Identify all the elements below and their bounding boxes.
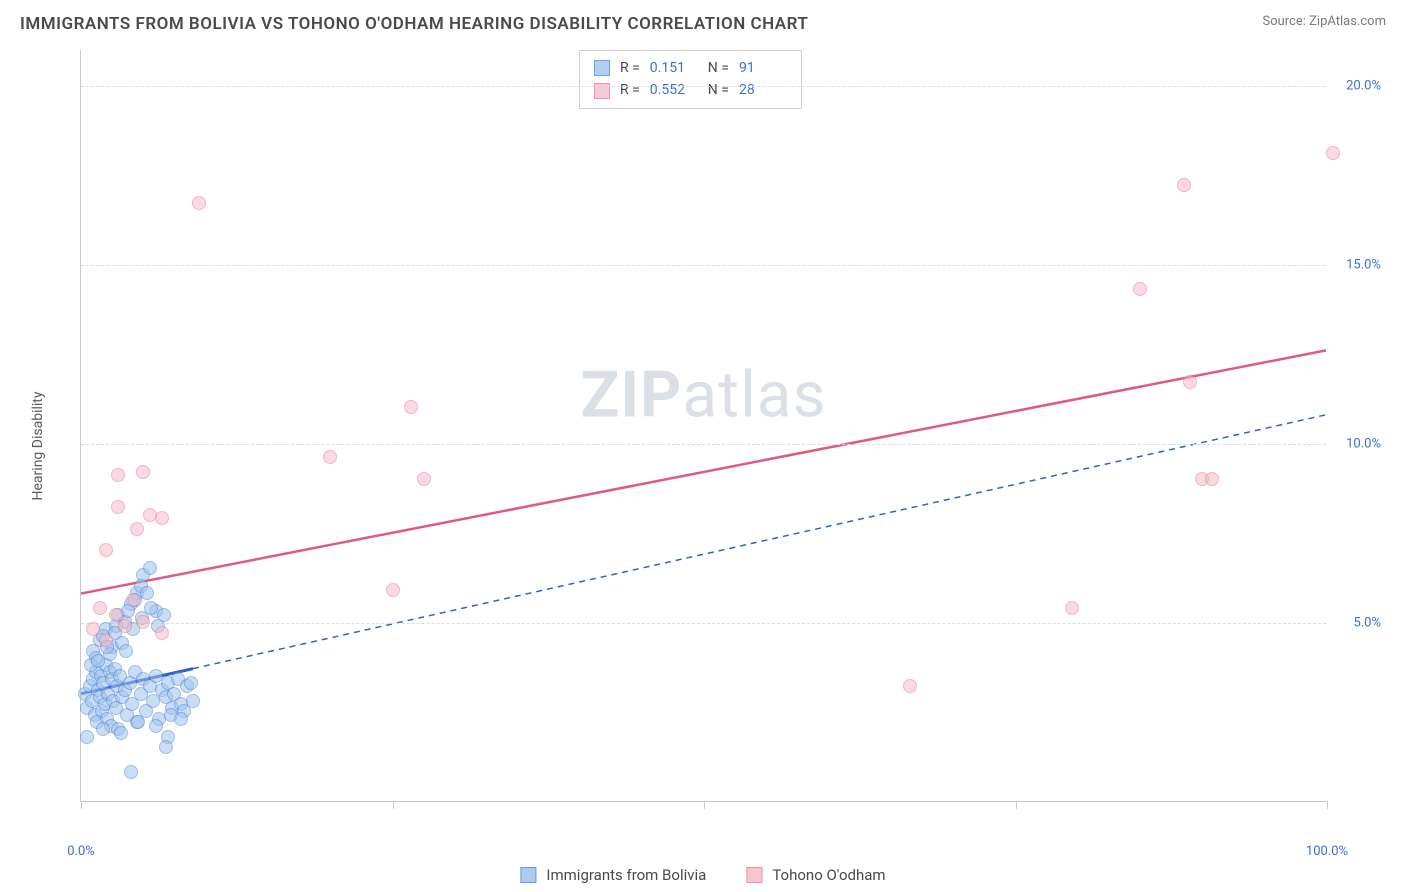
- r-value: 0.151: [650, 57, 698, 79]
- source-attribution: Source: ZipAtlas.com: [1262, 14, 1386, 29]
- data-point: [143, 561, 157, 575]
- source-prefix: Source:: [1262, 14, 1309, 29]
- x-tick-label-min: 0.0%: [67, 844, 95, 859]
- stats-legend-box: R = 0.151 N = 91 R = 0.552 N = 28: [579, 50, 802, 109]
- gridline-h: [81, 623, 1326, 624]
- data-point: [1065, 601, 1079, 615]
- bottom-legend: Immigrants from Bolivia Tohono O'odham: [520, 866, 885, 884]
- data-point: [91, 654, 105, 668]
- data-point: [155, 626, 169, 640]
- data-point: [186, 694, 200, 708]
- stats-row: R = 0.552 N = 28: [594, 79, 787, 101]
- data-point: [386, 583, 400, 597]
- legend-item: Immigrants from Bolivia: [520, 866, 706, 884]
- legend-swatch: [520, 867, 536, 883]
- source-name: ZipAtlas.com: [1309, 14, 1386, 29]
- data-point: [93, 601, 107, 615]
- data-point: [1177, 178, 1191, 192]
- r-value: 0.552: [650, 79, 698, 101]
- data-point: [903, 679, 917, 693]
- x-tick: [81, 801, 82, 809]
- data-point: [323, 450, 337, 464]
- gridline-h: [81, 265, 1326, 266]
- data-point: [96, 722, 110, 736]
- data-point: [111, 500, 125, 514]
- data-point: [118, 619, 132, 633]
- data-point: [157, 608, 171, 622]
- legend-label: Immigrants from Bolivia: [546, 866, 706, 884]
- data-point: [143, 508, 157, 522]
- n-label: N =: [708, 79, 729, 101]
- data-point: [1183, 375, 1197, 389]
- x-tick: [393, 801, 394, 809]
- data-point: [119, 644, 133, 658]
- legend-item: Tohono O'odham: [746, 866, 885, 884]
- stats-row: R = 0.151 N = 91: [594, 57, 787, 79]
- data-point: [1205, 472, 1219, 486]
- n-value: 91: [739, 57, 787, 79]
- x-tick: [704, 801, 705, 809]
- data-point: [136, 615, 150, 629]
- y-tick-label: 5.0%: [1331, 615, 1381, 630]
- legend-label: Tohono O'odham: [772, 866, 885, 884]
- y-axis-label: Hearing Disability: [30, 392, 46, 501]
- data-point: [184, 676, 198, 690]
- data-point: [140, 586, 154, 600]
- data-point: [99, 543, 113, 557]
- data-point: [174, 712, 188, 726]
- data-point: [136, 465, 150, 479]
- data-point: [192, 196, 206, 210]
- r-label: R =: [620, 79, 640, 101]
- y-tick-label: 15.0%: [1331, 257, 1381, 272]
- x-tick: [1327, 801, 1328, 809]
- data-point: [126, 593, 140, 607]
- data-point: [114, 726, 128, 740]
- data-point: [130, 522, 144, 536]
- trend-line: [81, 350, 1326, 593]
- data-point: [404, 400, 418, 414]
- data-point: [86, 622, 100, 636]
- data-point: [80, 730, 94, 744]
- y-tick-label: 20.0%: [1331, 78, 1381, 93]
- data-point: [417, 472, 431, 486]
- data-point: [99, 633, 113, 647]
- data-point: [1133, 282, 1147, 296]
- n-value: 28: [739, 79, 787, 101]
- data-point: [111, 468, 125, 482]
- r-label: R =: [620, 57, 640, 79]
- data-point: [149, 719, 163, 733]
- data-point: [1326, 146, 1340, 160]
- n-label: N =: [708, 57, 729, 79]
- trend-lines-layer: [81, 50, 1326, 801]
- data-point: [124, 765, 138, 779]
- y-tick-label: 10.0%: [1331, 436, 1381, 451]
- x-tick: [1016, 801, 1017, 809]
- chart-title: IMMIGRANTS FROM BOLIVIA VS TOHONO O'ODHA…: [20, 14, 808, 34]
- chart-header: IMMIGRANTS FROM BOLIVIA VS TOHONO O'ODHA…: [0, 0, 1406, 44]
- chart-area: Hearing Disability ZIPatlas R =0.151N =9…: [50, 50, 1386, 842]
- data-point: [131, 715, 145, 729]
- plot-region: ZIPatlas R =0.151N =91R =0.552N =28 5.0%…: [80, 50, 1326, 802]
- data-point: [155, 511, 169, 525]
- gridline-h: [81, 444, 1326, 445]
- trend-line-dashed: [193, 415, 1326, 669]
- series-swatch: [594, 60, 610, 76]
- data-point: [159, 740, 173, 754]
- data-point: [144, 601, 158, 615]
- gridline-h: [81, 86, 1326, 87]
- legend-swatch: [746, 867, 762, 883]
- x-tick-label-max: 100.0%: [1306, 844, 1348, 859]
